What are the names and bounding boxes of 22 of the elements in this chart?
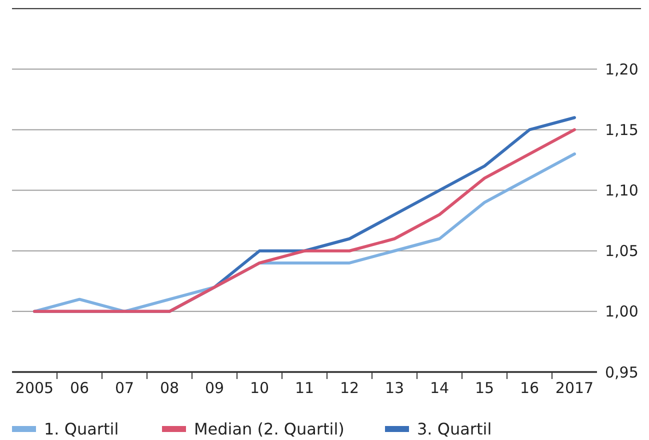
y-tick-label: 1,10 [605,182,638,200]
x-tick-label: 09 [204,379,224,397]
y-tick-label: 1,05 [605,242,638,260]
x-tick-label: 11 [294,379,314,397]
x-tick-label: 07 [114,379,134,397]
y-tick-label: 1,15 [605,120,638,139]
x-tick-label: 15 [474,379,494,397]
x-tick-label: 16 [520,379,540,397]
x-tick-label: 06 [70,379,90,397]
y-tick-label: 0,95 [605,363,638,382]
x-tick-label: 14 [430,379,450,397]
x-tick-label: 08 [160,379,180,397]
x-tick-label: 10 [250,379,270,397]
y-tick-label: 1,00 [605,302,638,321]
legend-label: 3. Quartil [417,420,492,439]
x-tick-label: 2005 [15,379,54,397]
legend-label: 1. Quartil [44,420,119,439]
y-tick-label: 1,20 [605,60,638,78]
legend-label: Median (2. Quartil) [194,420,344,439]
x-tick-label: 13 [384,379,404,397]
x-tick-label: 2017 [555,379,594,397]
x-tick-label: 12 [340,379,360,397]
